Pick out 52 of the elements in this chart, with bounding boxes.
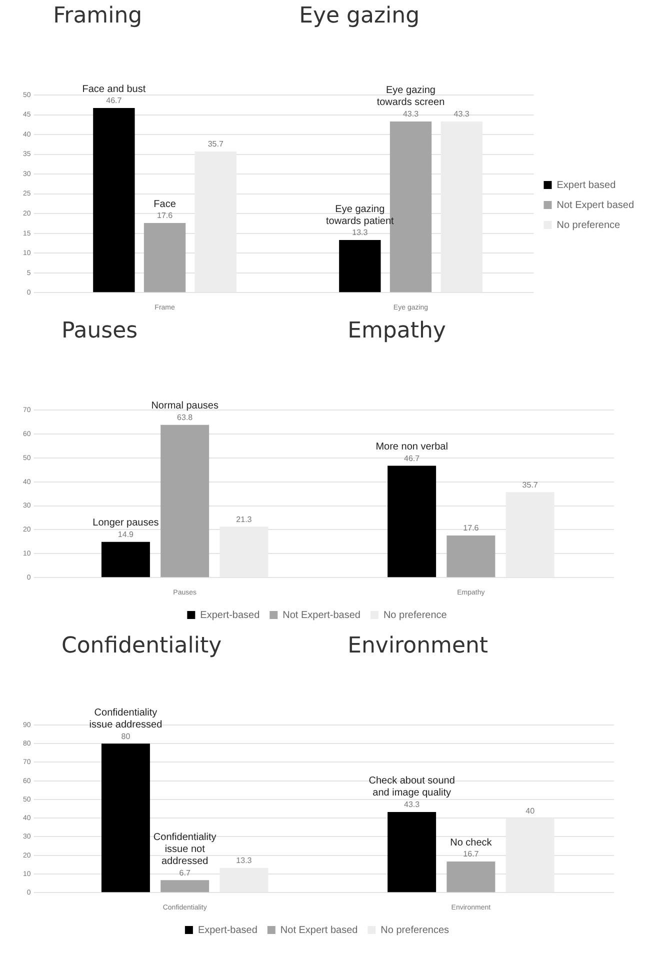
data-label: 13.3 — [236, 856, 252, 866]
data-label: 17.6 — [156, 211, 174, 220]
bar — [446, 862, 496, 892]
legend-label: No preference — [556, 220, 621, 231]
data-label: 6.7 — [179, 868, 191, 878]
data-label: 13.3 — [352, 228, 368, 238]
data-label: 35.7 — [208, 140, 224, 149]
annotation: Eye gazing towards screen — [376, 85, 445, 108]
bar — [446, 535, 496, 578]
data-label: 46.7 — [106, 96, 122, 106]
annotation: Confidentiality — [153, 832, 216, 843]
legend-label: No preferences — [380, 924, 450, 936]
data-label: 43.3 — [402, 110, 420, 119]
data-label: 21.3 — [236, 514, 252, 524]
legend-label: Expert-based — [200, 610, 260, 621]
legend-label: Expert-based — [198, 924, 258, 936]
data-label: 40 — [526, 806, 536, 816]
text: issue not addressed — [161, 844, 208, 867]
annotation: More non verbal — [376, 442, 448, 453]
text: Framing — [53, 4, 142, 29]
text: Eye gazing — [299, 4, 420, 29]
data-label: 46.7 — [404, 454, 420, 463]
bar — [101, 542, 150, 578]
data-label: 16.7 — [463, 850, 480, 859]
bar — [339, 240, 381, 292]
annotation: Eye gazing towards patient — [326, 204, 394, 227]
data-label: 43.3 — [404, 800, 420, 810]
annotation: Face — [154, 198, 176, 210]
data-label: 14.9 — [118, 530, 134, 540]
legend-label: Not Expert based — [280, 924, 358, 936]
legend-label: Expert based — [556, 180, 616, 191]
legend-label: No preference — [383, 610, 448, 621]
annotation: No check — [450, 837, 493, 848]
data-label: 17.6 — [463, 524, 480, 533]
annotation: Check about sound and image quality — [368, 776, 455, 799]
bar — [93, 108, 135, 292]
data-label: 80 — [121, 732, 131, 741]
bar — [144, 223, 186, 292]
annotation: Longer pauses — [92, 518, 159, 529]
text: Face and bust — [82, 84, 146, 95]
legend-label: Not Expert based — [556, 200, 634, 211]
annotation: Confidentiality issue addressed — [89, 707, 162, 730]
bar — [160, 880, 210, 892]
bar — [388, 466, 436, 578]
data-label: 35.7 — [522, 480, 538, 490]
bar — [388, 812, 436, 892]
bar — [101, 744, 150, 892]
legend-label: Not Expert-based — [282, 610, 360, 621]
data-label: 43.3 — [454, 110, 470, 119]
data-label: 63.8 — [177, 413, 194, 422]
annotation: Normal pauses — [151, 400, 218, 412]
bar — [160, 424, 210, 578]
